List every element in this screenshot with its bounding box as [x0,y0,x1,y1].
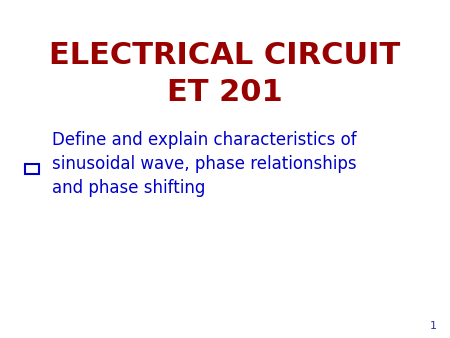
FancyBboxPatch shape [25,164,39,174]
Text: 1: 1 [429,321,436,331]
Text: ELECTRICAL CIRCUIT
ET 201: ELECTRICAL CIRCUIT ET 201 [50,41,400,107]
Text: Define and explain characteristics of
sinusoidal wave, phase relationships
and p: Define and explain characteristics of si… [52,130,356,197]
